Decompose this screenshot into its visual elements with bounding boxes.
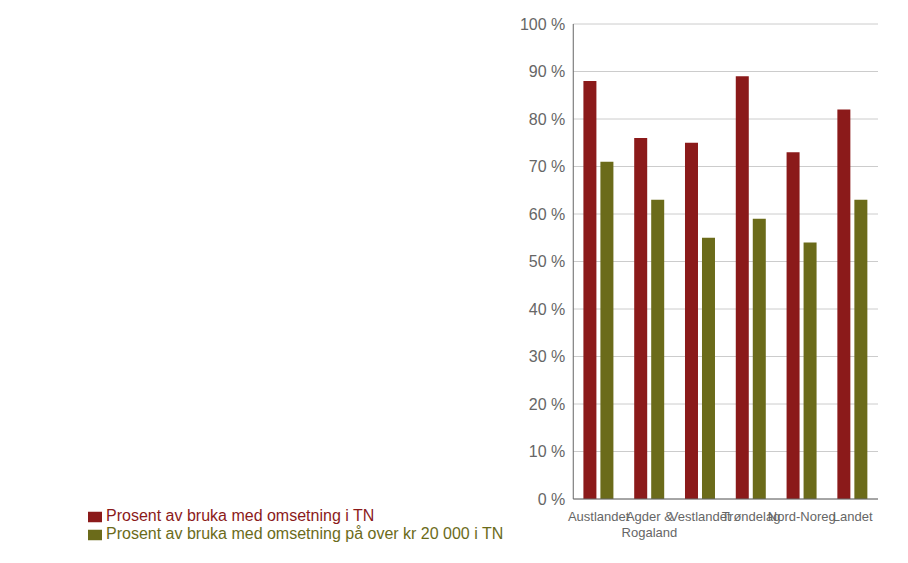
svg-text:Austlandet: Austlandet <box>568 509 630 524</box>
svg-text:20 %: 20 % <box>529 396 565 413</box>
svg-text:0 %: 0 % <box>538 491 566 508</box>
svg-text:Landet: Landet <box>833 509 873 524</box>
html-text:Rogaland: Rogaland <box>621 525 678 540</box>
svg-text:40 %: 40 % <box>529 301 565 318</box>
svg-text:Vestlandet: Vestlandet <box>669 509 731 524</box>
svg-text:70 %: 70 % <box>529 158 565 175</box>
svg-text:Nord-Noreg: Nord-Noreg <box>768 509 836 524</box>
html-text:Prosent av bruka med omsetning: Prosent av bruka med omsetning på over k… <box>106 525 504 542</box>
svg-text:90 %: 90 % <box>529 63 565 80</box>
svg-text:60 %: 60 % <box>529 206 565 223</box>
svg-text:80 %: 80 % <box>529 111 565 128</box>
svg-text:Trøndelag: Trøndelag <box>721 509 781 524</box>
svg-text:30 %: 30 % <box>529 348 565 365</box>
svg-text:10 %: 10 % <box>529 443 565 460</box>
svg-text:100 %: 100 % <box>520 16 565 33</box>
svg-text:50 %: 50 % <box>529 253 565 270</box>
html-text:Agder &: Agder & <box>625 509 673 524</box>
html-text:Prosent av bruka med omsetning: Prosent av bruka med omsetning i TN <box>106 507 375 524</box>
